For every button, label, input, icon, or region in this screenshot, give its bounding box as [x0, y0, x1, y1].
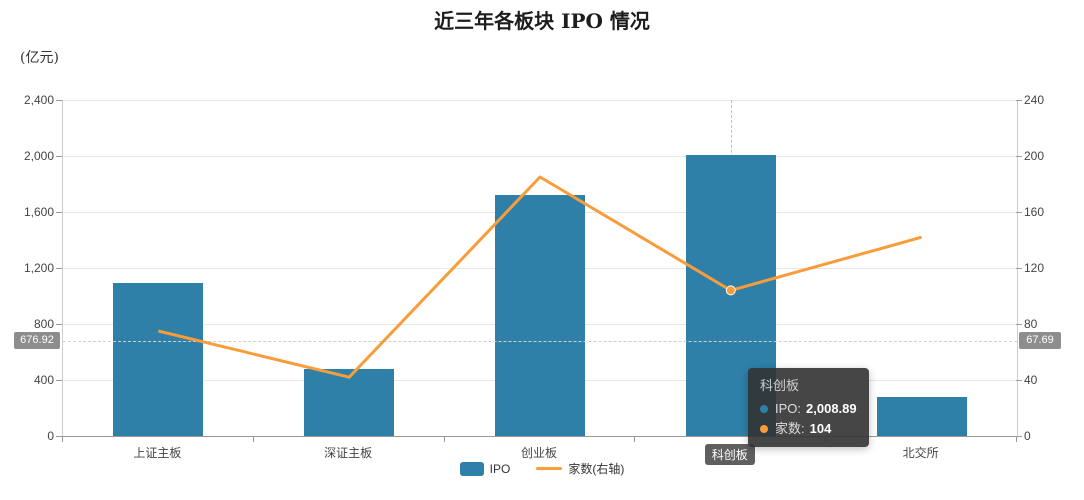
- tooltip-series-label: IPO:: [775, 401, 802, 417]
- tooltip-title: 科创板: [760, 378, 800, 393]
- axis-pointer-category-badge: 科创板: [704, 444, 755, 465]
- tooltip: 科创板 IPO: 2,008.89 家数: 104: [748, 368, 869, 448]
- left-axis-tick-label: 1,200: [23, 261, 54, 275]
- axis-tick: [56, 100, 62, 101]
- axis-tick: [56, 268, 62, 269]
- bar-1[interactable]: [304, 368, 395, 436]
- legend-item-count[interactable]: 家数(右轴): [536, 460, 624, 477]
- tooltip-series-label: 家数:: [775, 421, 805, 437]
- axis-tick: [252, 436, 254, 442]
- x-axis-label-1: 深证主板: [324, 446, 373, 460]
- axis-tick: [1016, 156, 1022, 157]
- axis-tick: [1016, 100, 1022, 101]
- axis-tick: [56, 324, 62, 325]
- right-axis-tick-label: 0: [1024, 429, 1031, 443]
- axis-tick: [1016, 268, 1022, 269]
- axis-tick: [1016, 436, 1022, 437]
- left-axis-tick-label: 2,000: [23, 149, 54, 163]
- tooltip-series-value: 104: [809, 421, 832, 437]
- bar-4[interactable]: [876, 396, 967, 436]
- line-series[interactable]: [63, 100, 1017, 436]
- series-marker-dot: [760, 405, 768, 414]
- legend-bar-swatch: [459, 461, 484, 476]
- axis-tick: [62, 436, 63, 442]
- bar-0[interactable]: [113, 283, 204, 436]
- axis-pointer-label-left: 676.92: [14, 332, 60, 350]
- axis-tick: [1016, 380, 1022, 381]
- gridline: [63, 100, 1017, 101]
- axis-tick: [56, 212, 62, 213]
- legend: IPO 家数(右轴): [0, 460, 1084, 477]
- axis-pointer-label-right: 67.69: [1019, 332, 1061, 350]
- left-axis-tick-label: 0: [47, 429, 54, 443]
- plot-area: [62, 100, 1018, 437]
- left-axis-tick-label: 800: [33, 317, 54, 331]
- axis-tick: [1016, 212, 1022, 213]
- x-axis-label-2: 创业板: [520, 446, 557, 460]
- legend-label: 家数(右轴): [568, 462, 625, 476]
- right-axis-tick-label: 120: [1024, 261, 1045, 275]
- crosshair-horizontal-line: [63, 341, 1017, 343]
- gridline: [63, 156, 1017, 157]
- axis-tick: [1016, 436, 1017, 442]
- chart-title: 近三年各板块 IPO 情况: [434, 9, 650, 33]
- axis-tick: [634, 436, 636, 442]
- axis-tick: [443, 436, 445, 442]
- right-axis-tick-label: 80: [1024, 317, 1038, 331]
- axis-tick: [56, 156, 62, 157]
- right-axis-tick-label: 160: [1024, 205, 1045, 219]
- series-marker-dot: [760, 425, 768, 434]
- x-axis-label-4: 北交所: [902, 446, 939, 460]
- left-axis-tick-label: 400: [33, 373, 54, 387]
- x-axis-label-0: 上证主板: [133, 446, 182, 460]
- right-axis-tick-label: 40: [1024, 373, 1038, 387]
- x-axis-label-3: 科创板: [670, 444, 790, 465]
- tooltip-row-ipo: IPO: 2,008.89: [760, 399, 857, 419]
- tooltip-row-count: 家数: 104: [760, 419, 857, 439]
- right-axis-tick-label: 200: [1024, 149, 1045, 163]
- right-axis-tick-label: 240: [1024, 93, 1045, 107]
- legend-item-ipo[interactable]: IPO: [459, 461, 511, 476]
- legend-label: IPO: [489, 461, 511, 476]
- bar-2[interactable]: [495, 195, 585, 436]
- legend-line-swatch: [536, 467, 563, 470]
- line-point-highlight: [725, 285, 736, 296]
- tooltip-series-value: 2,008.89: [806, 401, 857, 417]
- left-axis-tick-label: 2,400: [23, 93, 54, 107]
- axis-tick: [1016, 324, 1022, 325]
- axis-tick: [56, 436, 62, 437]
- y-axis-unit-label: (亿元): [20, 50, 59, 66]
- left-axis-tick-label: 1,600: [23, 205, 54, 219]
- axis-tick: [56, 380, 62, 381]
